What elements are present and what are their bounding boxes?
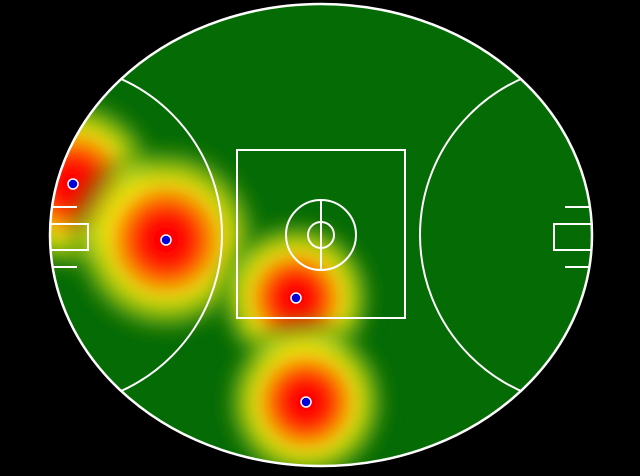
fifty-arc-right xyxy=(419,63,592,407)
ground-surface xyxy=(50,4,592,466)
field-markings xyxy=(50,63,592,407)
goal-square-left xyxy=(50,223,89,251)
goal-square-right xyxy=(553,223,592,251)
blue-dot-marker[interactable] xyxy=(300,396,312,408)
fifty-arc-left xyxy=(50,63,223,407)
boundary-line xyxy=(48,2,594,468)
blue-dot-marker[interactable] xyxy=(160,234,172,246)
data-point-markers xyxy=(67,178,312,408)
blue-dot-marker[interactable] xyxy=(290,292,302,304)
center-square xyxy=(236,149,406,319)
blue-dot-marker[interactable] xyxy=(67,178,79,190)
